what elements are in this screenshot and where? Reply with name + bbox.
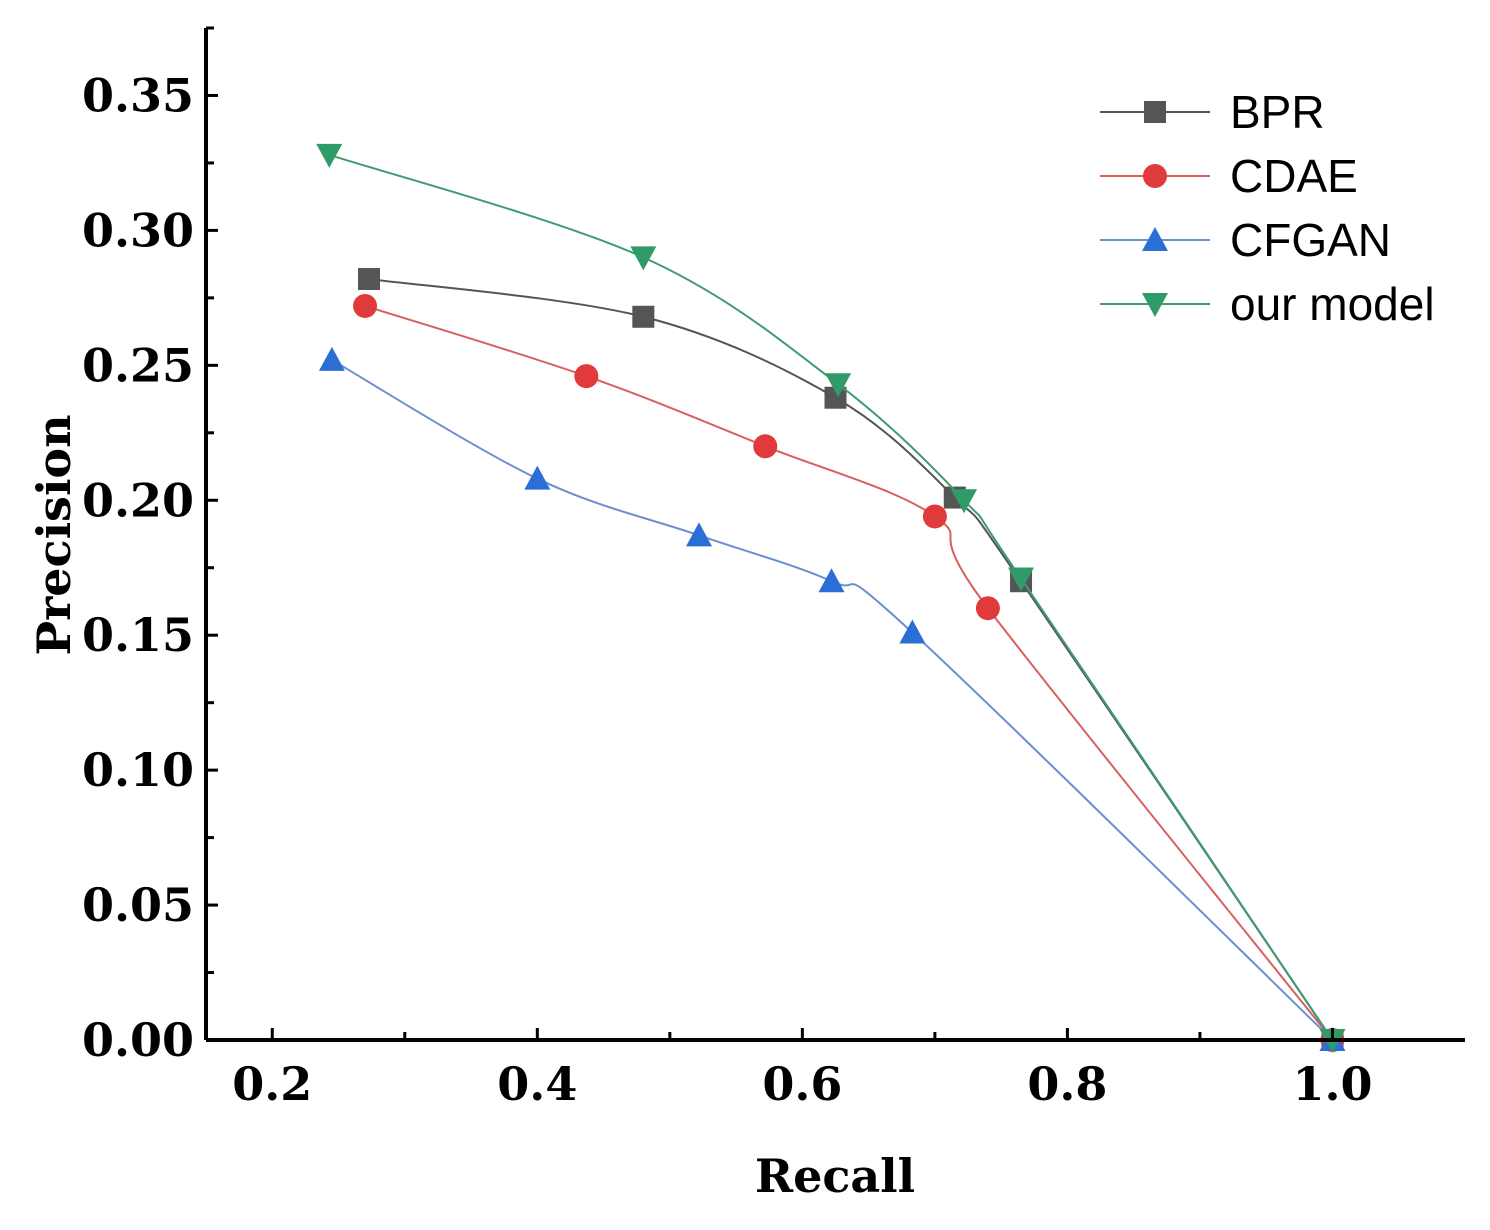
series-layer — [316, 143, 1346, 1053]
legend-item-cfgan: CFGAN — [1100, 214, 1391, 266]
x-tick-label: 0.6 — [762, 1057, 842, 1111]
legend-label: BPR — [1230, 86, 1325, 138]
series-line-cfgan — [331, 359, 1334, 1041]
y-ticks: 0.00 0.05 0.10 0.15 0.20 0.25 0.30 0.35 — [82, 26, 218, 1067]
legend: BPR CDAE CFGAN our model — [1100, 86, 1435, 330]
legend-item-cdae: CDAE — [1100, 150, 1358, 202]
data-point-our-model-3 — [951, 489, 978, 514]
y-tick-label: 0.00 — [82, 1013, 194, 1067]
data-point-cfgan-4 — [899, 619, 926, 644]
x-tick-label: 0.8 — [1027, 1057, 1107, 1111]
legend-marker-cfgan — [1142, 227, 1168, 251]
series-line-cdae — [364, 305, 1334, 1041]
series-our-model — [316, 143, 1346, 1053]
data-point-bpr-0 — [358, 267, 381, 290]
y-tick-label: 0.15 — [82, 608, 194, 662]
legend-label: CFGAN — [1230, 214, 1391, 266]
legend-marker-bpr — [1144, 101, 1166, 123]
x-tick-label: 0.4 — [497, 1057, 577, 1111]
series-cdae — [353, 293, 1345, 1052]
y-tick-label: 0.05 — [82, 878, 194, 932]
data-point-our-model-2 — [825, 373, 852, 398]
y-axis-title: Precision — [27, 414, 81, 655]
y-tick-label: 0.25 — [82, 338, 194, 392]
data-point-cdae-3 — [922, 504, 947, 529]
legend-item-our-model: our model — [1100, 278, 1435, 330]
data-point-cfgan-3 — [818, 568, 845, 593]
x-tick-label: 1.0 — [1292, 1057, 1372, 1111]
series-line-our-model — [328, 153, 1334, 1041]
legend-label: CDAE — [1230, 150, 1358, 202]
axes-layer: 0.2 0.4 0.6 0.8 1.0 0.00 0.05 0.10 0.15 0.20 0.25… — [27, 26, 1465, 1203]
data-point-cfgan-2 — [685, 522, 712, 547]
data-point-cfgan-1 — [524, 465, 551, 490]
data-point-cdae-1 — [574, 364, 599, 389]
legend-item-bpr: BPR — [1100, 86, 1325, 138]
data-point-cdae-0 — [353, 293, 378, 318]
data-point-bpr-1 — [632, 305, 655, 328]
data-point-cdae-2 — [753, 434, 778, 459]
y-tick-label: 0.10 — [82, 743, 194, 797]
x-ticks: 0.2 0.4 0.6 0.8 1.0 — [232, 1028, 1372, 1111]
data-point-our-model-4 — [1008, 567, 1035, 592]
legend-label: our model — [1230, 278, 1435, 330]
series-bpr — [358, 267, 1344, 1051]
y-tick-label: 0.35 — [82, 68, 194, 122]
data-point-cfgan-0 — [318, 346, 345, 371]
data-point-our-model-0 — [316, 143, 343, 168]
data-point-cdae-4 — [975, 596, 1000, 621]
data-point-bpr-2 — [824, 386, 847, 409]
y-tick-label: 0.30 — [82, 203, 194, 257]
x-axis-title: Recall — [755, 1149, 915, 1203]
data-point-our-model-1 — [630, 246, 657, 271]
legend-marker-cdae — [1143, 164, 1167, 188]
series-cfgan — [318, 346, 1346, 1051]
legend-marker-our-model — [1142, 293, 1168, 317]
x-tick-label: 0.2 — [232, 1057, 312, 1111]
y-tick-label: 0.20 — [82, 473, 194, 527]
